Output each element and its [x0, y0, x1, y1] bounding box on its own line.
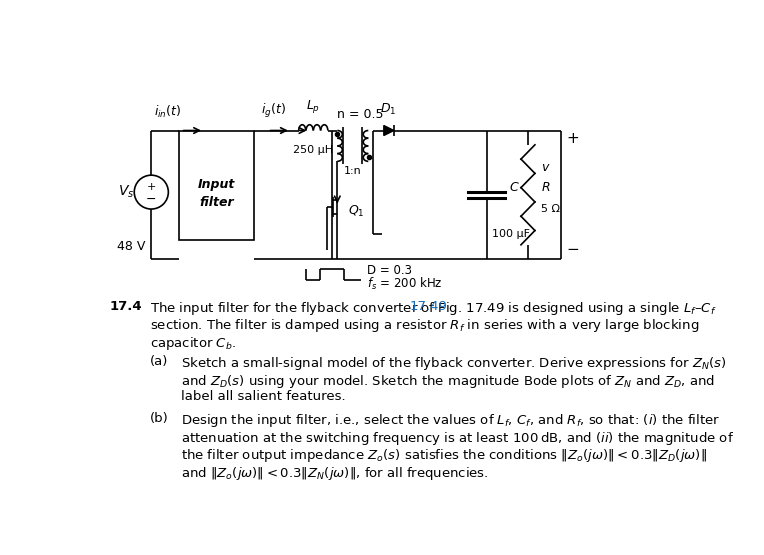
Text: and $Z_D(s)$ using your model. Sketch the magnitude Bode plots of $Z_N$ and $Z_D: and $Z_D(s)$ using your model. Sketch th…: [181, 373, 714, 390]
Text: Design the input filter, i.e., select the values of $L_f$, $C_f$, and $R_f$, so : Design the input filter, i.e., select th…: [181, 412, 720, 429]
Text: 17.4: 17.4: [109, 300, 142, 313]
Text: Sketch a small-signal model of the flyback converter. Derive expressions for $Z_: Sketch a small-signal model of the flyba…: [181, 355, 727, 372]
Text: $v$: $v$: [541, 162, 551, 174]
Text: attenuation at the switching frequency is at least 100 dB, and ($ii$) the magnit: attenuation at the switching frequency i…: [181, 430, 734, 447]
Text: section. The filter is damped using a resistor $R_f$ in series with a very large: section. The filter is damped using a re…: [150, 317, 699, 335]
Text: $L_p$: $L_p$: [306, 98, 320, 115]
Text: $Q_1$: $Q_1$: [348, 204, 364, 219]
Text: D = 0.3: D = 0.3: [367, 264, 412, 277]
Text: −: −: [146, 193, 157, 206]
Text: filter: filter: [199, 196, 234, 209]
Text: Input: Input: [198, 178, 235, 191]
FancyBboxPatch shape: [180, 130, 254, 240]
Text: (b): (b): [150, 412, 169, 425]
Text: 48 V: 48 V: [117, 240, 146, 253]
Text: 17.49: 17.49: [410, 300, 448, 313]
Text: $i_g(t)$: $i_g(t)$: [261, 103, 286, 120]
Text: (a): (a): [150, 355, 168, 368]
Text: n = 0.5: n = 0.5: [337, 108, 384, 120]
Text: +: +: [567, 131, 579, 146]
Text: $R$: $R$: [541, 180, 551, 194]
Text: $V_s$: $V_s$: [118, 184, 134, 200]
Text: label all salient features.: label all salient features.: [181, 390, 345, 403]
Text: 100 μF: 100 μF: [492, 229, 530, 239]
Text: capacitor $C_b$.: capacitor $C_b$.: [150, 335, 236, 352]
Text: $i_{in}(t)$: $i_{in}(t)$: [154, 104, 181, 120]
Text: $D_1$: $D_1$: [380, 102, 397, 118]
Text: and $\|Z_o(j\omega)\| < 0.3\|Z_N(j\omega)\|$, for all frequencies.: and $\|Z_o(j\omega)\| < 0.3\|Z_N(j\omega…: [181, 465, 488, 482]
Polygon shape: [384, 125, 394, 135]
Text: −: −: [567, 243, 579, 258]
Text: The input filter for the flyback converter of Fig. 17.49 is designed using a sin: The input filter for the flyback convert…: [150, 300, 717, 317]
Text: 1:n: 1:n: [344, 166, 361, 176]
Text: 5 Ω: 5 Ω: [541, 204, 560, 214]
Text: $C$: $C$: [509, 180, 520, 194]
Text: +: +: [147, 183, 156, 193]
Text: 250 μH: 250 μH: [293, 145, 333, 155]
Text: the filter output impedance $Z_o(s)$ satisfies the conditions $\|Z_o(j\omega)\| : the filter output impedance $Z_o(s)$ sat…: [181, 447, 707, 465]
Text: $f_s$ = 200 kHz: $f_s$ = 200 kHz: [367, 276, 442, 292]
